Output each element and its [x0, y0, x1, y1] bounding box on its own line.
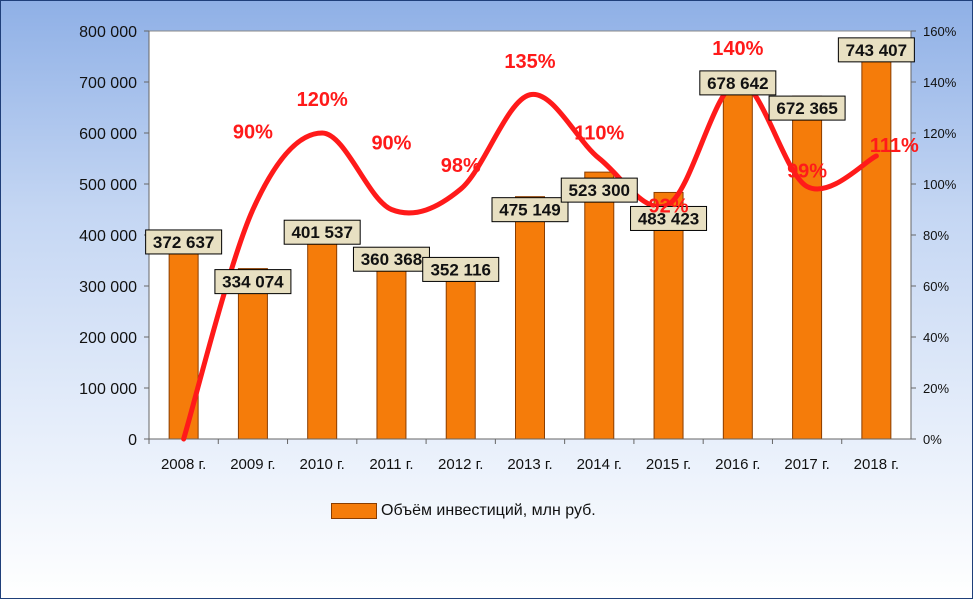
right-axis-tick-label: 100%: [923, 177, 957, 192]
line-value-label: 110%: [574, 123, 624, 145]
bar-value-label-box: [352, 246, 430, 272]
bar-4: [376, 254, 407, 440]
bar-value-label-text: 475 149: [499, 201, 560, 220]
bar-value-label: 483 423: [630, 205, 708, 231]
bar-value-labels: 372 637 334 074 401 537 360 368 352 116 475 1…: [145, 37, 915, 295]
category-label: 2011 г.: [369, 456, 413, 473]
left-axis-tick-label: 400 000: [79, 228, 137, 245]
right-axis-tick-label: 40%: [923, 330, 949, 345]
legend-swatch: [331, 503, 377, 519]
bar-value-label-box: [630, 205, 708, 231]
category-label: 2012 г.: [438, 456, 483, 473]
line-value-label: 92%: [649, 195, 689, 217]
bar-value-label-text: 483 423: [638, 209, 699, 228]
left-axis-tick-label: 500 000: [79, 177, 137, 194]
bar-value-label: 334 074: [214, 269, 292, 295]
left-axis: 0 100 000 200 000 300 000 400 000 500 000 600 …: [79, 24, 150, 449]
bar-value-label: 475 149: [491, 197, 569, 223]
left-axis-tick-label: 100 000: [79, 381, 137, 398]
line-value-label: 135%: [504, 51, 555, 73]
left-axis-tick-label: 800 000: [79, 24, 137, 41]
bar-value-label-text: 334 074: [222, 273, 284, 292]
line-value-label: 90%: [233, 122, 273, 144]
bar-value-label-box: [491, 197, 569, 223]
left-axis-tick-label: 0: [128, 432, 137, 449]
right-axis-tick-label: 140%: [923, 75, 957, 90]
bar-value-label: 523 300: [560, 177, 638, 203]
bar-value-label: 360 368: [352, 246, 430, 272]
bar-value-label-text: 372 637: [153, 233, 214, 252]
bar-value-label-box: [145, 229, 223, 255]
bar-value-label-text: 352 116: [430, 260, 491, 279]
bar-value-label: 743 407: [837, 37, 915, 63]
bar-10: [792, 95, 823, 440]
line-value-label: 98%: [441, 155, 481, 177]
bar-value-label-box: [768, 95, 846, 121]
category-label: 2017 г.: [784, 456, 829, 473]
bar-value-label: 672 365: [768, 95, 846, 121]
category-label: 2009 г.: [230, 456, 275, 473]
bar-value-label-text: 743 407: [846, 41, 907, 60]
bar-value-label: 678 642: [699, 70, 777, 96]
legend-label: Объём инвестиций, млн руб.: [381, 502, 596, 519]
bar-value-label-box: [214, 269, 292, 295]
bar-value-label-box: [422, 256, 500, 282]
bar-value-label-text: 401 537: [291, 223, 352, 242]
bar-value-label-box: [837, 37, 915, 63]
left-axis-tick-label: 700 000: [79, 75, 137, 92]
line-value-label: 120%: [297, 89, 348, 111]
category-label: 2014 г.: [577, 456, 622, 473]
category-label: 2013 г.: [507, 456, 552, 473]
right-axis-tick-label: 160%: [923, 24, 957, 39]
bar-3: [307, 233, 338, 440]
left-axis-tick-label: 600 000: [79, 126, 137, 143]
bar-9: [722, 92, 753, 440]
category-label: 2016 г.: [715, 456, 760, 473]
bar-value-label-text: 672 365: [776, 99, 837, 118]
category-label: 2010 г.: [300, 456, 345, 473]
line-value-label: 111%: [870, 135, 919, 157]
bar-value-label-box: [699, 70, 777, 96]
bar-value-label-text: 523 300: [569, 181, 630, 200]
category-label: 2008 г.: [161, 456, 206, 473]
bar-value-label: 401 537: [283, 219, 361, 245]
bar-value-label-text: 360 368: [361, 250, 422, 269]
line-value-label: 99%: [787, 161, 827, 183]
bar-value-label-box: [283, 219, 361, 245]
category-label: 2018 г.: [854, 456, 899, 473]
line-value-label: 90%: [371, 133, 411, 155]
left-axis-tick-label: 200 000: [79, 330, 137, 347]
bar-5: [445, 258, 476, 440]
right-axis-tick-label: 120%: [923, 126, 957, 141]
bar-value-label-box: [560, 177, 638, 203]
bar-value-label: 372 637: [145, 229, 223, 255]
bar-value-label-text: 678 642: [707, 74, 768, 93]
right-axis-tick-label: 60%: [923, 279, 949, 294]
right-axis-tick-label: 20%: [923, 381, 949, 396]
bar-2: [237, 268, 268, 440]
right-axis-tick-label: 80%: [923, 228, 949, 243]
bar-7: [584, 171, 615, 440]
bar-6: [515, 196, 545, 440]
line-value-labels: 90% 120% 90% 98% 135% 110% 92% 140% 99% 111%: [233, 38, 919, 217]
line-value-label: 140%: [712, 38, 763, 60]
bar-11: [861, 59, 892, 440]
legend: Объём инвестиций, млн руб.: [331, 502, 596, 520]
category-label: 2015 г.: [646, 456, 691, 473]
bar-value-label: 352 116: [422, 256, 500, 282]
category-axis: 2008 г. 2009 г. 2010 г. 2011 г. 2012 г. 2013 …: [148, 438, 911, 473]
right-axis-tick-label: 0%: [923, 432, 942, 447]
right-axis: 0% 20% 40% 60% 80% 100% 120% 140% 160%: [910, 24, 957, 447]
left-axis-tick-label: 300 000: [79, 279, 137, 296]
